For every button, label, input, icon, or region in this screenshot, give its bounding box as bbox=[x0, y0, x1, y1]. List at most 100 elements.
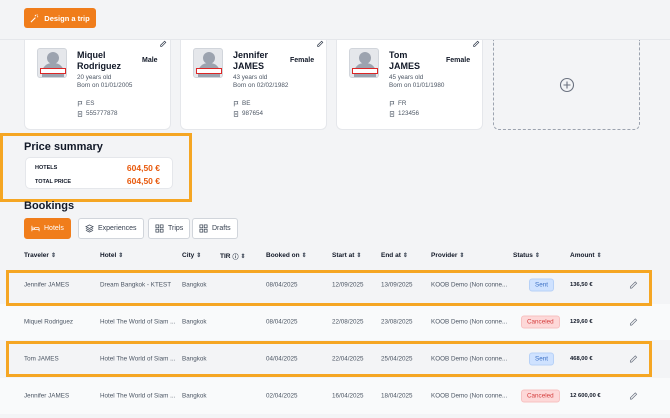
column-header-status[interactable]: Status ⇕ bbox=[513, 252, 540, 259]
document-icon bbox=[233, 110, 239, 117]
traveler-card[interactable]: Miquel Rodriguez Male 20 years old Born o… bbox=[24, 40, 171, 130]
cell-hotel: Hotel The World of Siam ... bbox=[100, 392, 176, 400]
column-header-city[interactable]: City ⇕ bbox=[182, 252, 202, 259]
cell-booked-on: 08/04/2025 bbox=[266, 281, 298, 289]
edit-booking-icon[interactable] bbox=[629, 355, 638, 364]
cell-city: Bangkok bbox=[182, 355, 207, 363]
traveler-passport: 123456 bbox=[389, 110, 419, 117]
hotels-label: HOTELS bbox=[35, 165, 58, 171]
traveler-age: 20 years old bbox=[77, 74, 112, 81]
column-header-amount[interactable]: Amount ⇕ bbox=[570, 252, 602, 259]
edit-traveler-icon[interactable] bbox=[316, 40, 324, 48]
layers-icon bbox=[85, 224, 94, 233]
edit-booking-icon[interactable] bbox=[629, 392, 638, 401]
traveler-name: Jennifer JAMES bbox=[233, 50, 269, 71]
cell-city: Bangkok bbox=[182, 392, 207, 400]
flag-icon bbox=[389, 100, 395, 106]
top-bar: Design a trip bbox=[0, 0, 670, 40]
traveler-age: 45 years old bbox=[389, 74, 424, 81]
column-header-tir[interactable]: TIR ⓘ ⇕ bbox=[220, 253, 246, 261]
cell-provider: KOOB Demo (Non conne... bbox=[431, 281, 508, 289]
tab-drafts[interactable]: Drafts bbox=[192, 218, 238, 239]
edit-booking-icon[interactable] bbox=[629, 318, 638, 327]
flag-icon bbox=[233, 100, 239, 106]
add-traveler-button[interactable] bbox=[493, 40, 640, 130]
cell-start-at: 16/04/2025 bbox=[332, 392, 364, 400]
edit-traveler-icon[interactable] bbox=[472, 40, 480, 48]
cell-amount: 468,00 € bbox=[570, 356, 593, 362]
document-icon bbox=[389, 110, 395, 117]
table-row[interactable]: Miquel Rodriguez Hotel The World of Siam… bbox=[0, 304, 670, 340]
cell-hotel: Hotel The World of Siam ... bbox=[100, 318, 176, 326]
wand-icon bbox=[30, 13, 39, 22]
table-row[interactable]: Jennifer JAMES Hotel The World of Siam .… bbox=[0, 378, 670, 414]
edit-traveler-icon[interactable] bbox=[159, 40, 167, 48]
sort-icon: ⇕ bbox=[118, 253, 124, 259]
cell-amount: 129,60 € bbox=[570, 319, 593, 325]
sort-icon: ⇕ bbox=[240, 254, 246, 260]
bed-icon bbox=[31, 225, 40, 232]
traveler-country: BE bbox=[233, 100, 250, 107]
cell-end-at: 18/04/2025 bbox=[381, 392, 413, 400]
column-header-hotel[interactable]: Hotel ⇕ bbox=[100, 252, 124, 259]
cell-end-at: 13/09/2025 bbox=[381, 281, 413, 289]
cell-provider: KOOB Demo (Non conne... bbox=[431, 318, 508, 326]
info-icon: ⓘ bbox=[232, 255, 239, 261]
status-badge: Canceled bbox=[521, 389, 560, 403]
cell-hotel: Dream Bangkok - KTEST bbox=[100, 281, 172, 289]
sort-icon: ⇕ bbox=[459, 253, 465, 259]
avatar bbox=[37, 48, 67, 78]
sort-icon: ⇕ bbox=[534, 253, 540, 259]
cell-traveler: Jennifer JAMES bbox=[24, 392, 70, 400]
hotels-value: 604,50 € bbox=[126, 163, 160, 173]
cell-start-at: 12/09/2025 bbox=[332, 281, 364, 289]
grid-icon bbox=[155, 224, 164, 233]
traveler-name: Tom JAMES bbox=[389, 50, 421, 71]
total-price-label: TOTAL PRICE bbox=[35, 179, 72, 185]
traveler-country: ES bbox=[77, 100, 94, 107]
table-row[interactable]: Jennifer JAMES Dream Bangkok - KTEST Ban… bbox=[0, 267, 670, 303]
cell-traveler: Miquel Rodriguez bbox=[24, 318, 74, 326]
cell-end-at: 25/04/2025 bbox=[381, 355, 413, 363]
tab-experiences[interactable]: Experiences bbox=[78, 218, 144, 239]
traveler-age: 43 years old bbox=[233, 74, 268, 81]
sort-icon: ⇕ bbox=[50, 253, 56, 259]
tab-hotels[interactable]: Hotels bbox=[24, 218, 71, 239]
cell-city: Bangkok bbox=[182, 281, 207, 289]
traveler-passport: 987654 bbox=[233, 110, 263, 117]
price-summary-title: Price summary bbox=[24, 141, 103, 153]
plus-circle-icon bbox=[559, 77, 574, 92]
cell-start-at: 22/08/2025 bbox=[332, 318, 364, 326]
design-trip-label: Design a trip bbox=[44, 13, 90, 23]
cell-hotel: Hotel The World of Siam ... bbox=[100, 355, 176, 363]
column-header-booked-on[interactable]: Booked on ⇕ bbox=[266, 252, 307, 259]
cell-traveler: Tom JAMES bbox=[24, 355, 59, 363]
status-badge: Canceled bbox=[521, 315, 560, 329]
document-icon bbox=[77, 110, 83, 117]
sort-icon: ⇕ bbox=[402, 253, 408, 259]
bookings-title: Bookings bbox=[24, 200, 75, 212]
column-header-end-at[interactable]: End at ⇕ bbox=[381, 252, 408, 259]
column-header-traveler[interactable]: Traveler ⇕ bbox=[24, 252, 56, 259]
flag-icon bbox=[77, 100, 83, 106]
status-badge: Sent bbox=[529, 352, 554, 366]
price-summary-panel: HOTELS 604,50 € TOTAL PRICE 604,50 € bbox=[25, 157, 173, 189]
cell-provider: KOOB Demo (Non conne... bbox=[431, 392, 508, 400]
total-price-value: 604,50 € bbox=[126, 176, 160, 186]
cell-end-at: 23/08/2025 bbox=[381, 318, 413, 326]
column-header-provider[interactable]: Provider ⇕ bbox=[431, 252, 465, 259]
avatar bbox=[349, 48, 379, 78]
tab-trips[interactable]: Trips bbox=[148, 218, 191, 239]
traveler-passport: 555777878 bbox=[77, 110, 118, 117]
traveler-card[interactable]: Jennifer JAMES Female 43 years old Born o… bbox=[180, 40, 327, 130]
cell-amount: 136,50 € bbox=[570, 282, 593, 288]
traveler-birthdate: Born on 01/01/1980 bbox=[389, 82, 445, 89]
table-row[interactable]: Tom JAMES Hotel The World of Siam ... Ba… bbox=[0, 341, 670, 377]
column-header-start-at[interactable]: Start at ⇕ bbox=[332, 252, 362, 259]
traveler-birthdate: Born on 01/01/2005 bbox=[77, 82, 133, 89]
cell-start-at: 22/04/2025 bbox=[332, 355, 364, 363]
traveler-name: Miquel Rodriguez bbox=[77, 50, 121, 71]
traveler-card[interactable]: Tom JAMES Female 45 years old Born on 01/… bbox=[336, 40, 483, 130]
design-trip-button[interactable]: Design a trip bbox=[24, 8, 96, 28]
edit-booking-icon[interactable] bbox=[629, 281, 638, 290]
